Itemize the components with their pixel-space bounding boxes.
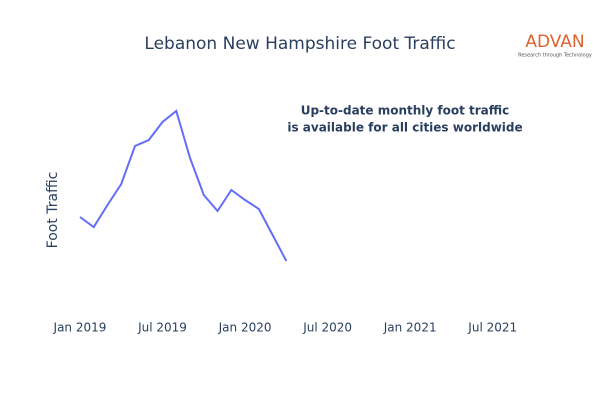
x-tick-label: Jan 2021 <box>383 321 437 335</box>
logo-tagline: Research through Technology <box>518 53 592 59</box>
line <box>79 109 288 262</box>
annotation: is available for all cities worldwide <box>287 121 522 135</box>
logo: ADVAN <box>525 32 584 52</box>
x-tick-label: Jul 2019 <box>137 321 187 335</box>
annotation: Up-to-date monthly foot traffic <box>301 104 510 118</box>
x-tick-label: Jan 2020 <box>218 321 272 335</box>
chart-title: Lebanon New Hampshire Foot Traffic <box>144 34 455 54</box>
y-axis-title: Foot Traffic <box>45 172 61 249</box>
x-tick-label: Jul 2020 <box>302 321 352 335</box>
x-tick-label: Jul 2021 <box>467 321 517 335</box>
x-tick-label: Jan 2019 <box>53 321 107 335</box>
